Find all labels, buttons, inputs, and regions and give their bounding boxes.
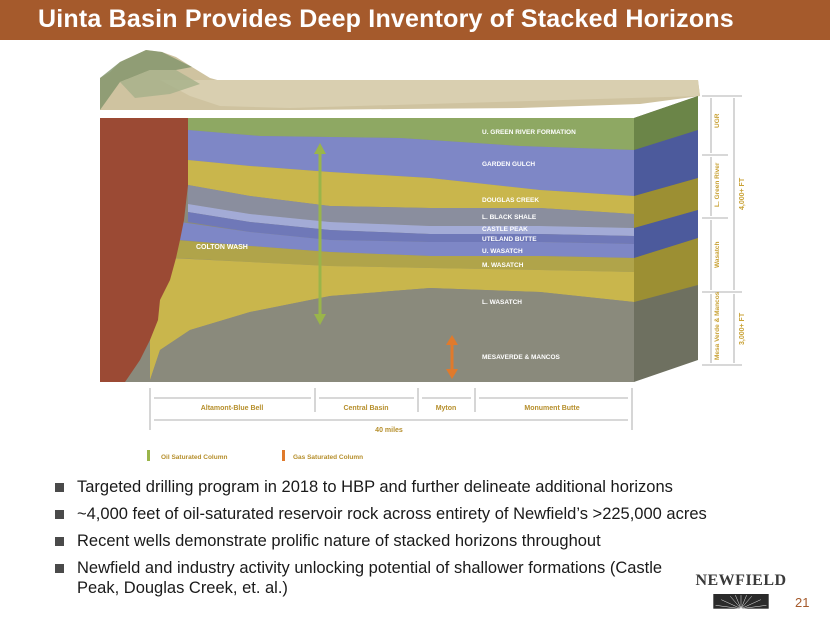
side-label-wasatch: Wasatch bbox=[714, 241, 721, 268]
legend-gas-label: Gas Saturated Column bbox=[293, 454, 363, 461]
layer-m-wasatch bbox=[176, 240, 634, 272]
side-label-thickness-lower: 3,000+ FT bbox=[739, 312, 746, 345]
layer-garden-gulch bbox=[188, 130, 634, 196]
label-uteland-butte: UTELAND BUTTE bbox=[482, 236, 537, 243]
bullet-item: ~4,000 feet of oil-saturated reservoir r… bbox=[55, 504, 707, 524]
bullet-item: Targeted drilling program in 2018 to HBP… bbox=[55, 477, 707, 497]
thickness-brackets bbox=[702, 95, 742, 366]
layer-mesaverde-mancos bbox=[150, 288, 634, 382]
label-u-wasatch: U. WASATCH bbox=[482, 248, 523, 255]
label-l-black-shale: L. BLACK SHALE bbox=[482, 214, 537, 221]
label-garden-gulch: GARDEN GULCH bbox=[482, 161, 535, 168]
bullet-item: Newfield and industry activity unlocking… bbox=[55, 558, 697, 598]
legend: Oil Saturated Column Gas Saturated Colum… bbox=[147, 450, 363, 461]
side-label-mesa-verde-mancos: Mesa Verde & Mancos bbox=[714, 291, 721, 360]
layer-l-black-shale bbox=[188, 185, 634, 228]
page-title: Uinta Basin Provides Deep Inventory of S… bbox=[38, 5, 734, 33]
area-altamont: Altamont-Blue Bell bbox=[201, 405, 264, 412]
page-number: 21 bbox=[795, 595, 810, 610]
company-logo-burst-icon bbox=[713, 594, 769, 609]
label-u-green-river: U. GREEN RIVER FORMATION bbox=[482, 129, 576, 136]
layer-douglas-creek bbox=[188, 160, 634, 214]
label-colton-wash: COLTON WASH bbox=[196, 244, 248, 251]
layer-castle-peak bbox=[188, 204, 634, 236]
bullet-square-icon bbox=[55, 564, 64, 573]
bullet-item: Recent wells demonstrate prolific nature… bbox=[55, 531, 707, 551]
label-castle-peak: CASTLE PEAK bbox=[482, 226, 528, 233]
side-label-ugr: UGR bbox=[714, 113, 721, 128]
label-l-wasatch: L. WASATCH bbox=[482, 299, 522, 306]
area-distance: 40 miles bbox=[375, 427, 403, 434]
area-monument-butte: Monument Butte bbox=[524, 405, 579, 412]
company-logo-text: NEWFIELD bbox=[695, 572, 787, 589]
area-myton: Myton bbox=[436, 405, 457, 412]
label-douglas-creek: DOUGLAS CREEK bbox=[482, 197, 539, 204]
label-mesaverde-mancos: MESAVERDE & MANCOS bbox=[482, 354, 561, 361]
side-label-thickness-upper: 4,000+ FT bbox=[739, 177, 746, 210]
layer-l-wasatch bbox=[150, 258, 634, 380]
surface-top-plane bbox=[160, 80, 700, 108]
area-central-basin: Central Basin bbox=[343, 405, 388, 412]
oil-saturated-arrow bbox=[314, 143, 326, 325]
side-label-l-green-river: L. Green River bbox=[714, 162, 721, 207]
layer-u-wasatch bbox=[180, 222, 634, 258]
layer-uteland-butte bbox=[188, 212, 634, 244]
area-scale bbox=[149, 388, 633, 430]
layer-colton-wash bbox=[100, 118, 188, 382]
legend-oil-swatch bbox=[147, 450, 150, 461]
label-m-wasatch: M. WASATCH bbox=[482, 262, 524, 269]
bullet-square-icon bbox=[55, 483, 64, 492]
legend-gas-swatch bbox=[282, 450, 285, 461]
title-bar bbox=[0, 0, 830, 40]
legend-oil-label: Oil Saturated Column bbox=[161, 454, 227, 461]
layer-u-green-river bbox=[188, 118, 634, 150]
bullet-square-icon bbox=[55, 510, 64, 519]
bullet-list: Targeted drilling program in 2018 to HBP… bbox=[55, 477, 707, 605]
gas-saturated-arrow bbox=[446, 335, 458, 379]
basin-cross-section-diagram: U. GREEN RIVER FORMATION GARDEN GULCH DO… bbox=[100, 50, 746, 461]
bullet-square-icon bbox=[55, 537, 64, 546]
